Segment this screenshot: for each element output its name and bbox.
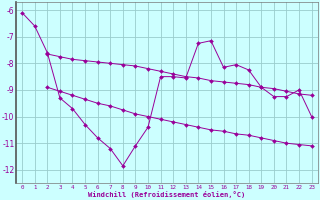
X-axis label: Windchill (Refroidissement éolien,°C): Windchill (Refroidissement éolien,°C) [88, 191, 245, 198]
